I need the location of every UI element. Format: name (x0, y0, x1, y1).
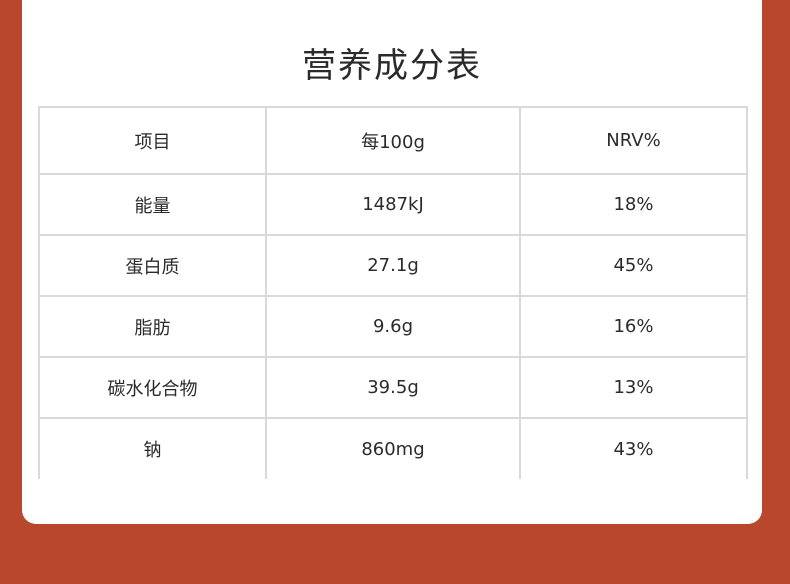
row-item: 脂肪 (38, 295, 267, 358)
table-header-row: 项目 每100g NRV% (38, 106, 748, 175)
header-item: 项目 (38, 106, 267, 175)
row-item: 钠 (38, 417, 267, 479)
table-row: 脂肪 9.6g 16% (38, 295, 748, 358)
row-nrv: 43% (519, 417, 748, 479)
row-amount: 9.6g (265, 295, 521, 358)
table-row: 碳水化合物 39.5g 13% (38, 356, 748, 419)
row-nrv: 13% (519, 356, 748, 419)
row-nrv: 16% (519, 295, 748, 358)
row-item: 碳水化合物 (38, 356, 267, 419)
table-row: 蛋白质 27.1g 45% (38, 234, 748, 297)
row-amount: 39.5g (265, 356, 521, 419)
row-nrv: 18% (519, 173, 748, 236)
row-item: 蛋白质 (38, 234, 267, 297)
table-row: 能量 1487kJ 18% (38, 173, 748, 236)
nutrition-table-wrap: 项目 每100g NRV% 能量 1487kJ 18% 蛋白质 27.1g 45… (38, 106, 748, 479)
header-nrv: NRV% (519, 106, 748, 175)
page-title: 营养成分表 (302, 46, 482, 86)
row-nrv: 45% (519, 234, 748, 297)
nutrition-table: 项目 每100g NRV% 能量 1487kJ 18% 蛋白质 27.1g 45… (38, 106, 748, 479)
row-amount: 1487kJ (265, 173, 521, 236)
header-per-100g: 每100g (265, 106, 521, 175)
nutrition-card: 营养成分表 项目 每100g NRV% 能量 1487kJ 18% 蛋白质 27… (22, 0, 762, 524)
row-item: 能量 (38, 173, 267, 236)
table-row: 钠 860mg 43% (38, 417, 748, 479)
row-amount: 860mg (265, 417, 521, 479)
row-amount: 27.1g (265, 234, 521, 297)
